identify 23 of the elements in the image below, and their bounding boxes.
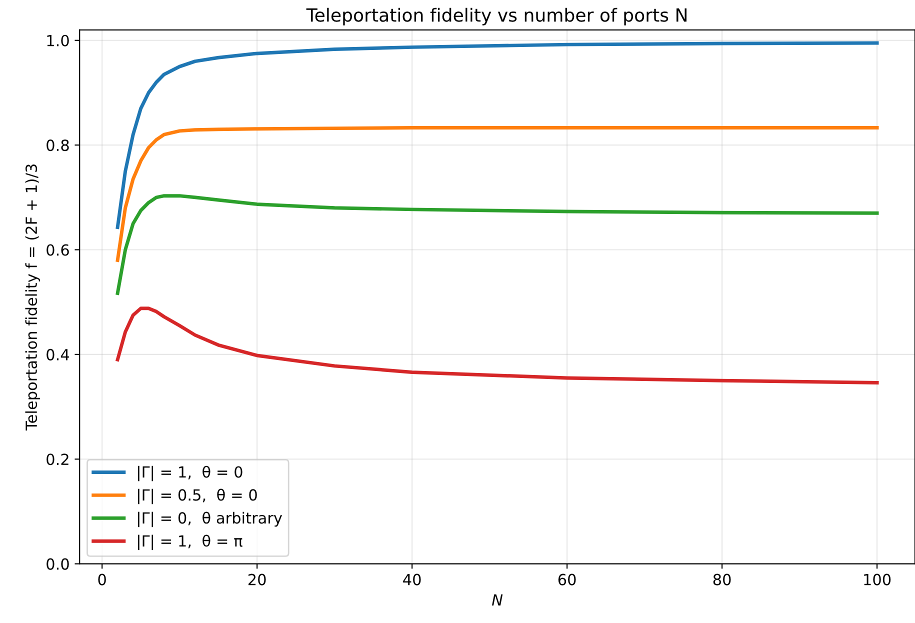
line-series: [116, 41, 879, 229]
y-tick-label: 0.8: [46, 140, 69, 152]
x-tick-label: 0: [98, 574, 106, 586]
y-tick-label: 0.6: [46, 244, 69, 256]
legend-label: |Γ| = 1, θ = 0: [138, 466, 242, 482]
legend-label: |Γ| = 1, θ = π: [138, 534, 242, 550]
x-tick-label: 60: [558, 574, 576, 586]
y-tick-label: 0.4: [46, 348, 70, 360]
x-tick-label: 100: [864, 574, 891, 586]
chart-title: Teleportation fidelity vs number of ports N: [306, 8, 686, 26]
y-tick-label: 0.2: [46, 454, 68, 466]
legend-label: |Γ| = 0, θ arbitrary: [138, 512, 282, 528]
y-axis-title: Teleportation fidelity f = (2F + 1)/3: [25, 164, 40, 430]
x-tick-label: 20: [248, 574, 266, 586]
legend-label: |Γ| = 0.5, θ = 0: [138, 488, 257, 504]
line-series: [116, 194, 879, 295]
y-tick-label: 1.0: [47, 34, 69, 46]
line-series: [116, 306, 879, 384]
y-tick-label: 0.0: [46, 558, 69, 570]
x-axis-title: N: [492, 594, 503, 606]
x-tick-label: 80: [713, 574, 731, 586]
line-series: [116, 126, 879, 262]
x-tick-label: 40: [403, 574, 421, 586]
